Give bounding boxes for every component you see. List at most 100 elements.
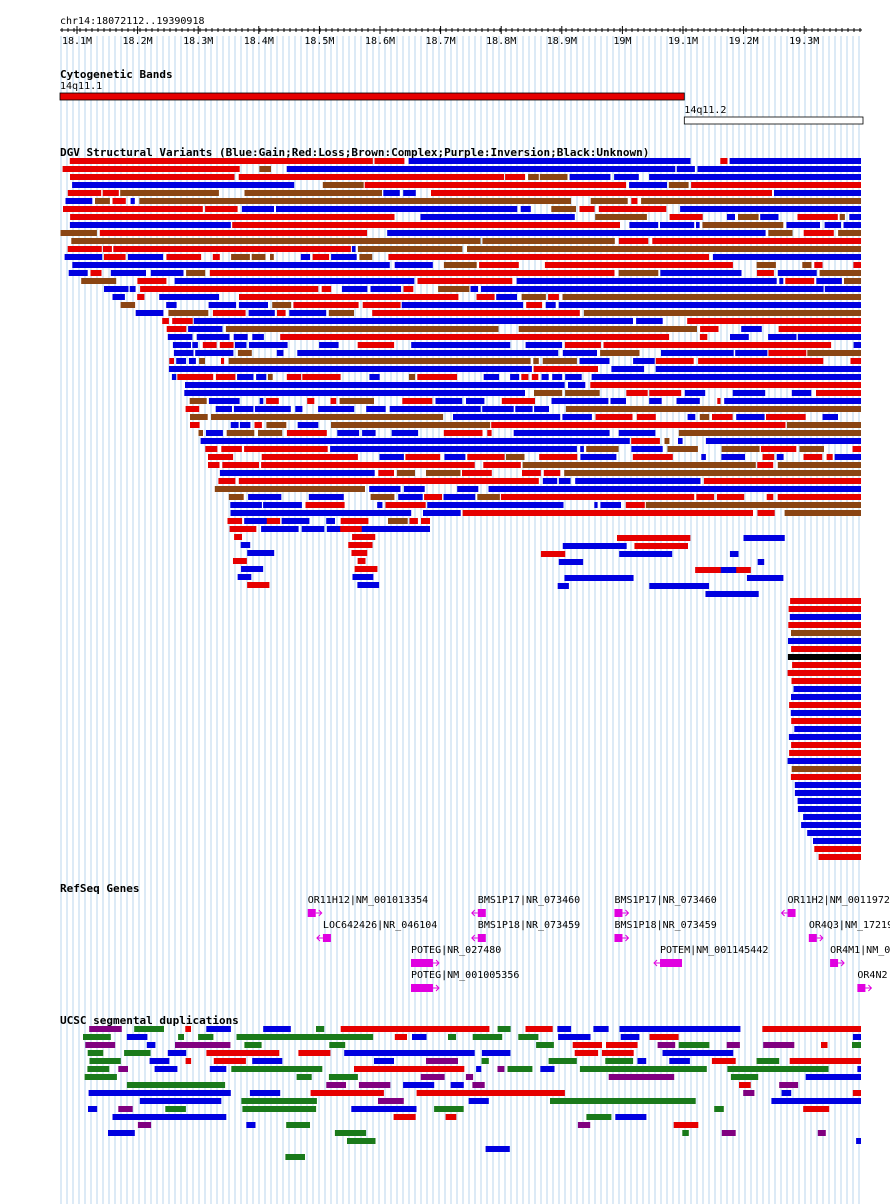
dgv-variant-block[interactable]	[189, 398, 207, 404]
segdup-block[interactable]	[608, 1074, 675, 1080]
segdup-block[interactable]	[657, 1042, 676, 1048]
refseq-gene-feature[interactable]	[614, 934, 623, 942]
dgv-variant-block[interactable]	[698, 358, 824, 364]
segdup-block[interactable]	[137, 1122, 152, 1128]
dgv-variant-block[interactable]	[768, 350, 807, 356]
dgv-variant-block[interactable]	[794, 790, 861, 796]
dgv-variant-block[interactable]	[528, 174, 539, 180]
dgv-variant-block[interactable]	[396, 470, 415, 476]
dgv-variant-block[interactable]	[579, 358, 610, 364]
dgv-variant-block[interactable]	[580, 454, 617, 460]
dgv-variant-block[interactable]	[668, 182, 689, 188]
dgv-variant-block[interactable]	[225, 326, 499, 332]
dgv-variant-block[interactable]	[691, 182, 861, 188]
dgv-variant-block[interactable]	[564, 342, 601, 348]
cytoband-14q11.2[interactable]	[683, 116, 864, 125]
segdup-block[interactable]	[497, 1026, 511, 1032]
dgv-variant-block[interactable]	[62, 166, 240, 172]
dgv-variant-block[interactable]	[112, 198, 126, 204]
dgv-variant-block[interactable]	[520, 206, 531, 212]
dgv-variant-block[interactable]	[482, 238, 615, 244]
segdup-block[interactable]	[344, 1050, 475, 1056]
dgv-variant-block[interactable]	[308, 494, 344, 500]
dgv-variant-block[interactable]	[632, 454, 673, 460]
dgv-variant-block[interactable]	[190, 414, 208, 420]
dgv-variant-block[interactable]	[357, 246, 463, 252]
dgv-variant-block[interactable]	[513, 430, 610, 436]
dgv-variant-block[interactable]	[760, 446, 797, 452]
dgv-variant-block[interactable]	[112, 294, 125, 300]
dgv-variant-block[interactable]	[562, 350, 597, 356]
dgv-variant-block[interactable]	[552, 374, 563, 380]
dgv-variant-block[interactable]	[174, 278, 415, 284]
dgv-variant-block[interactable]	[166, 254, 202, 260]
dgv-variant-block[interactable]	[756, 270, 774, 276]
dgv-variant-block[interactable]	[228, 358, 531, 364]
segdup-track[interactable]: UCSC segmental duplications	[60, 1014, 861, 1160]
segdup-block[interactable]	[678, 1042, 710, 1048]
segdup-block[interactable]	[249, 1090, 281, 1096]
dgv-variant-block[interactable]	[853, 262, 861, 268]
segdup-block[interactable]	[88, 1090, 231, 1096]
dgv-variant-block[interactable]	[721, 454, 745, 460]
dgv-variant-block[interactable]	[570, 559, 584, 565]
dgv-variant-block[interactable]	[248, 494, 282, 500]
dgv-variant-block[interactable]	[641, 198, 861, 204]
dgv-variant-block[interactable]	[426, 470, 461, 476]
segdup-block[interactable]	[185, 1058, 192, 1064]
dgv-variant-block[interactable]	[586, 446, 619, 452]
dgv-variant-block[interactable]	[467, 454, 505, 460]
dgv-variant-block[interactable]	[208, 398, 240, 404]
dgv-variant-block[interactable]	[172, 318, 193, 324]
segdup-block[interactable]	[727, 1066, 829, 1072]
dgv-variant-block[interactable]	[787, 758, 861, 764]
dgv-variant-block[interactable]	[575, 575, 634, 581]
dgv-variant-block[interactable]	[388, 254, 709, 260]
dgv-variant-block[interactable]	[791, 678, 862, 684]
dgv-variant-block[interactable]	[791, 630, 861, 636]
dgv-variant-block[interactable]	[427, 502, 564, 508]
dgv-variant-block[interactable]	[699, 414, 710, 420]
dgv-variant-block[interactable]	[237, 574, 252, 580]
dgv-variant-block[interactable]	[192, 342, 198, 348]
segdup-block[interactable]	[852, 1042, 861, 1048]
dgv-variant-block[interactable]	[603, 342, 832, 348]
dgv-variant-block[interactable]	[293, 302, 359, 308]
dgv-variant-block[interactable]	[370, 494, 395, 500]
segdup-block[interactable]	[481, 1050, 511, 1056]
refseq-gene-feature[interactable]	[857, 984, 866, 992]
dgv-variant-block[interactable]	[340, 526, 362, 532]
segdup-block[interactable]	[730, 1074, 759, 1080]
segdup-block[interactable]	[739, 1082, 751, 1088]
segdup-block[interactable]	[83, 1034, 111, 1040]
segdup-block[interactable]	[393, 1114, 416, 1120]
dgv-variant-block[interactable]	[405, 454, 441, 460]
dgv-variant-block[interactable]	[411, 342, 511, 348]
dgv-variant-block[interactable]	[359, 254, 373, 260]
refseq-gene-feature[interactable]	[787, 909, 796, 917]
dgv-variant-block[interactable]	[137, 294, 145, 300]
dgv-variant-block[interactable]	[438, 286, 470, 292]
dgv-variant-block[interactable]	[244, 446, 328, 452]
dgv-variant-block[interactable]	[247, 582, 270, 588]
dgv-variant-block[interactable]	[326, 526, 430, 532]
dgv-variant-block[interactable]	[487, 430, 492, 436]
dgv-variant-block[interactable]	[505, 174, 526, 180]
dgv-variant-block[interactable]	[272, 302, 292, 308]
dgv-variant-block[interactable]	[526, 302, 543, 308]
dgv-variant-block[interactable]	[259, 166, 271, 172]
dgv-variant-block[interactable]	[797, 798, 861, 804]
dgv-variant-block[interactable]	[462, 470, 492, 476]
dgv-variant-block[interactable]	[286, 430, 327, 436]
dgv-variant-block[interactable]	[173, 350, 194, 356]
dgv-variant-block[interactable]	[483, 462, 521, 468]
dgv-variant-block[interactable]	[234, 342, 247, 348]
dgv-variant-block[interactable]	[364, 182, 627, 188]
dgv-variant-block[interactable]	[72, 182, 295, 188]
dgv-variant-block[interactable]	[176, 358, 186, 364]
dgv-variant-block[interactable]	[610, 398, 627, 404]
dgv-variant-block[interactable]	[259, 398, 264, 404]
dgv-variant-block[interactable]	[822, 414, 839, 420]
dgv-variant-block[interactable]	[354, 566, 378, 572]
segdup-block[interactable]	[85, 1042, 116, 1048]
